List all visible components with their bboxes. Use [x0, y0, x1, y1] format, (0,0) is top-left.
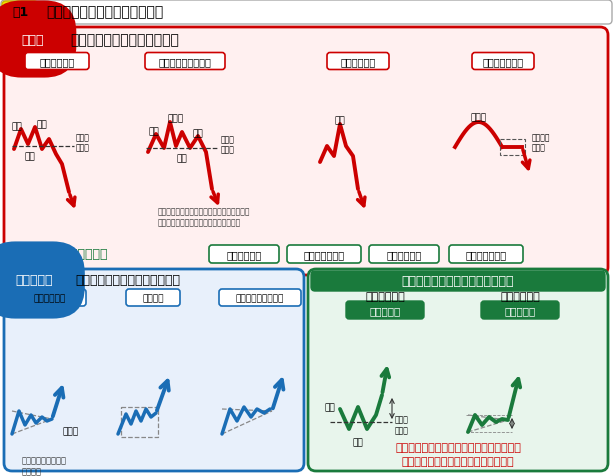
FancyBboxPatch shape — [2, 2, 38, 22]
Text: 高値: 高値 — [335, 116, 345, 125]
FancyBboxPatch shape — [449, 246, 523, 263]
Text: ダブルボトム: ダブルボトム — [365, 291, 405, 301]
Text: 高値: 高値 — [192, 129, 204, 138]
Text: ネック
ライン: ネック ライン — [395, 414, 409, 434]
Text: ソーサートップ: ソーサートップ — [482, 57, 524, 67]
Text: チャートパターンが完成すると目標となる
値幅がわかるので値動き予測に役立つ: チャートパターンが完成すると目標となる 値幅がわかるので値動き予測に役立つ — [395, 442, 521, 466]
FancyBboxPatch shape — [327, 53, 389, 70]
FancyBboxPatch shape — [4, 269, 304, 471]
FancyBboxPatch shape — [126, 289, 180, 307]
FancyBboxPatch shape — [311, 271, 605, 291]
Text: 目標レート: 目標レート — [370, 306, 401, 315]
Text: ダブルトップ: ダブルトップ — [39, 57, 75, 67]
Text: 高値: 高値 — [37, 120, 47, 129]
Text: ヘッド＆ショルダー: ヘッド＆ショルダー — [159, 57, 211, 67]
Text: チャートパターンによる値幅予測: チャートパターンによる値幅予測 — [402, 275, 514, 288]
Text: トリプルボトム: トリプルボトム — [303, 249, 345, 259]
Text: ウェッジ（くさび）: ウェッジ（くさび） — [236, 294, 284, 303]
FancyBboxPatch shape — [25, 53, 89, 70]
Text: 図1: 図1 — [12, 6, 28, 19]
Text: 三角持ち合い: 三角持ち合い — [34, 294, 66, 303]
Text: 「トライアングル」
ともいう: 「トライアングル」 ともいう — [22, 455, 67, 476]
Text: ネック
ライン: ネック ライン — [76, 133, 90, 152]
Text: 三角持ち合い: 三角持ち合い — [500, 291, 540, 301]
Text: 最高値: 最高値 — [168, 114, 184, 123]
Text: ダブルボトム: ダブルボトム — [226, 249, 262, 259]
FancyBboxPatch shape — [472, 53, 534, 70]
Text: ソーサーボトム: ソーサーボトム — [465, 249, 506, 259]
FancyBboxPatch shape — [4, 28, 608, 276]
Text: フラッグ: フラッグ — [142, 294, 164, 303]
FancyBboxPatch shape — [287, 246, 361, 263]
Text: 反転型: 反転型 — [21, 33, 44, 46]
FancyBboxPatch shape — [346, 301, 424, 319]
FancyBboxPatch shape — [219, 289, 301, 307]
Text: 高値: 高値 — [324, 403, 335, 412]
FancyBboxPatch shape — [1, 1, 612, 25]
FancyBboxPatch shape — [481, 301, 559, 319]
FancyBboxPatch shape — [369, 246, 439, 263]
Text: 相場の大底を見極めるタイプ: 相場の大底を見極めるタイプ — [10, 248, 107, 261]
FancyBboxPatch shape — [14, 289, 86, 307]
Text: 高値: 高値 — [12, 122, 23, 131]
Text: 相場の天井を見極めるタイプ: 相場の天井を見極めるタイプ — [70, 33, 179, 47]
Text: 高値圏: 高値圏 — [471, 113, 487, 122]
Text: 安値: 安値 — [25, 152, 36, 161]
Text: 保ち合い型: 保ち合い型 — [15, 274, 53, 287]
Text: ネック
ライン: ネック ライン — [221, 135, 235, 154]
Text: Ｖ字型トップ: Ｖ字型トップ — [340, 57, 376, 67]
Text: 安値: 安値 — [177, 154, 188, 163]
Text: 中段持ち合いで出現するタイプ: 中段持ち合いで出現するタイプ — [75, 274, 180, 287]
Text: 中央の高値が一番高く、別名「三尊天井」。
高値に差がないのが「トリプルトップ」: 中央の高値が一番高く、別名「三尊天井」。 高値に差がないのが「トリプルトップ」 — [158, 207, 251, 228]
Text: プラット
ホーム: プラット ホーム — [532, 133, 550, 152]
FancyBboxPatch shape — [145, 53, 225, 70]
Text: 目標レート: 目標レート — [504, 306, 536, 315]
FancyBboxPatch shape — [209, 246, 279, 263]
FancyBboxPatch shape — [308, 269, 608, 471]
Text: 高値: 高値 — [148, 127, 159, 136]
Text: 安値: 安値 — [352, 437, 364, 446]
Text: 上放れ: 上放れ — [62, 426, 78, 436]
Text: Ｖ字型ボトム: Ｖ字型ボトム — [386, 249, 422, 259]
Text: チャートパターンの種類と見方: チャートパターンの種類と見方 — [46, 5, 163, 19]
